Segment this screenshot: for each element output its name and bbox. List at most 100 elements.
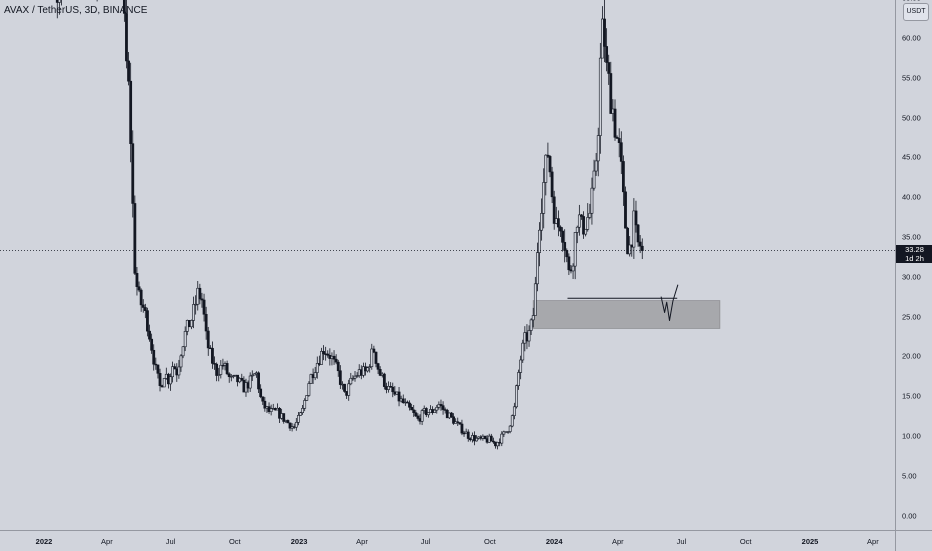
candle-body <box>571 265 575 272</box>
candle-body <box>129 80 133 144</box>
support-zone-box[interactable] <box>532 300 721 329</box>
time-tick-label: Jul <box>420 537 431 546</box>
candle-body <box>439 404 443 406</box>
time-tick-label: Apr <box>867 537 879 546</box>
candle-body <box>152 349 156 365</box>
candle-body <box>154 363 158 366</box>
candle-body <box>368 366 372 369</box>
candle-body <box>496 442 499 447</box>
candle-body <box>389 386 393 388</box>
candle-body <box>598 57 602 136</box>
candle-body <box>309 374 313 384</box>
time-tick-label: 2022 <box>35 537 53 546</box>
price-tick-label: 10.00 <box>902 431 921 441</box>
candle-body <box>548 156 552 173</box>
chart-plot-area[interactable]: AVAX / TetherUS, 3D, BINANCE <box>0 0 895 530</box>
candle-body <box>621 161 625 193</box>
price-tick-label: 65.00 <box>902 0 921 3</box>
price-tick-label: 25.00 <box>902 312 921 321</box>
candle-body <box>269 408 273 412</box>
candle-body <box>515 385 518 408</box>
candle-body <box>466 431 470 439</box>
candle-body <box>401 398 405 404</box>
candle-body <box>320 351 323 365</box>
candle-body <box>288 422 292 429</box>
candle-body <box>577 214 581 228</box>
candle-body <box>613 108 617 138</box>
candle-body <box>628 244 632 255</box>
candle-body <box>141 304 145 308</box>
time-tick-label: Jul <box>165 537 176 546</box>
candle-body <box>489 435 493 442</box>
candle-body <box>347 383 351 396</box>
candle-body <box>250 374 254 377</box>
price-tick-label: 0.00 <box>902 511 917 520</box>
projection-path[interactable] <box>660 284 679 321</box>
candle-body <box>137 286 141 291</box>
candle-body <box>586 217 590 230</box>
candle-body <box>500 433 504 444</box>
candle-body <box>521 342 525 361</box>
candle-body <box>248 375 252 389</box>
candle-body <box>588 212 592 218</box>
candle-body <box>252 373 256 376</box>
candle-body <box>452 416 455 424</box>
candle-body <box>624 191 627 229</box>
price-tick-label: 60.00 <box>902 33 921 43</box>
candle-body <box>378 369 382 376</box>
candle-body <box>370 348 374 367</box>
candle-body <box>420 410 424 422</box>
candle-body <box>527 330 531 342</box>
candle-body <box>190 320 193 328</box>
candle-body <box>640 245 644 251</box>
candle-body <box>263 400 267 409</box>
candle-body <box>227 373 231 378</box>
candle-body <box>594 160 598 172</box>
candle-body <box>366 367 369 372</box>
candle-body <box>372 348 376 353</box>
candle-body <box>206 330 210 349</box>
candle-body <box>156 364 160 374</box>
candle-body <box>301 408 304 413</box>
candle-body <box>491 440 495 443</box>
candle-body <box>536 252 539 285</box>
candle-body <box>634 210 638 226</box>
candle-body <box>450 412 453 418</box>
candle-body <box>391 386 395 393</box>
candle-body <box>122 0 126 14</box>
candle-body <box>408 402 411 408</box>
candle-body <box>559 226 562 232</box>
candle-body <box>519 359 523 373</box>
candle-body <box>322 351 325 355</box>
candle-body <box>351 377 355 380</box>
candle-body <box>162 378 166 388</box>
candle-body <box>299 412 302 416</box>
candle-body <box>240 378 244 381</box>
candle-body <box>336 361 340 372</box>
time-axis[interactable]: 2022 Apr Jul Oct 2023 Apr Jul Oct 2024 Apr Jul Oct 2… <box>0 530 895 551</box>
candle-body <box>592 170 596 189</box>
candle-body <box>257 372 260 390</box>
candle-body <box>303 400 307 409</box>
candle-body <box>567 256 571 271</box>
currency-button[interactable]: USDT <box>903 3 929 21</box>
last-price-value: 33.28 <box>905 244 924 254</box>
candle-body <box>605 46 609 63</box>
candle-body <box>529 319 533 331</box>
time-tick-label: 2024 <box>545 537 563 546</box>
price-axis[interactable]: USDT 120.00115.00110.00105.00100.0095.00… <box>895 0 932 530</box>
candle-body <box>556 218 560 228</box>
candle-body <box>580 214 583 217</box>
time-tick-label: Oct <box>739 537 752 546</box>
candle-body <box>617 138 621 143</box>
candle-body <box>456 421 460 423</box>
candle-body <box>632 210 636 248</box>
time-tick-label: Apr <box>101 537 113 546</box>
price-tick-label: 35.00 <box>902 232 921 242</box>
candle-body <box>135 273 139 288</box>
candle-body <box>387 386 390 390</box>
candle-body <box>508 425 512 432</box>
candle-body <box>349 377 353 385</box>
candlestick-chart[interactable] <box>0 0 895 530</box>
candle-body <box>426 412 430 416</box>
